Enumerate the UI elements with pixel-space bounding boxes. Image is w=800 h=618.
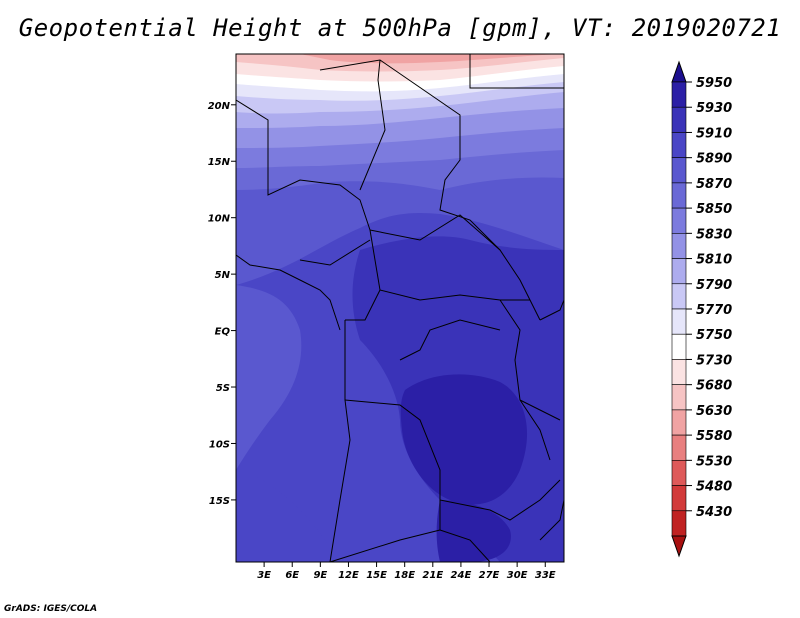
colorbar-level-label: 5580 bbox=[696, 429, 732, 444]
colorbar-level-label: 5680 bbox=[696, 379, 732, 394]
x-tick-label: 24E bbox=[451, 570, 472, 581]
colorbar-swatches bbox=[671, 60, 687, 558]
colorbar-level-label: 5810 bbox=[696, 253, 732, 268]
colorbar-swatch bbox=[671, 81, 687, 108]
colorbar-level-label: 5770 bbox=[696, 303, 732, 318]
y-tick-label: 15S bbox=[209, 496, 230, 507]
map-frame bbox=[235, 53, 565, 563]
colorbar-level-label: 5430 bbox=[696, 505, 732, 520]
colorbar-level-label: 5630 bbox=[696, 404, 732, 419]
colorbar-labels: 5950 5930 5910 5890 5870 5850 5830 5810 5790 5770… bbox=[686, 76, 732, 520]
x-tick-label: 9E bbox=[313, 570, 327, 581]
y-tick-label: 5S bbox=[216, 383, 230, 394]
y-tick-label: 15N bbox=[208, 157, 231, 168]
colorbar-level-label: 5830 bbox=[696, 227, 732, 242]
x-tick-label: 27E bbox=[479, 570, 500, 581]
colorbar-swatch bbox=[671, 384, 687, 411]
core-5930-congo bbox=[400, 374, 528, 505]
colorbar-level-label: 5530 bbox=[696, 454, 732, 469]
colorbar-swatch bbox=[671, 182, 687, 209]
colorbar-swatch bbox=[671, 308, 687, 335]
x-tick-label: 30E bbox=[507, 570, 528, 581]
colorbar-swatch bbox=[671, 434, 687, 461]
x-tick-label: 6E bbox=[285, 570, 299, 581]
x-tick-label: 3E bbox=[257, 570, 271, 581]
core-5930-sw bbox=[436, 500, 511, 562]
colorbar-swatch bbox=[671, 233, 687, 259]
colorbar-swatch bbox=[671, 485, 687, 512]
y-tick-label: 10S bbox=[209, 439, 230, 450]
x-tick-label: 21E bbox=[422, 570, 443, 581]
y-axis-ticks: 20N 15N 10N 5N EQ 5S 10S 15S bbox=[208, 101, 236, 507]
colorbar-swatch bbox=[671, 409, 687, 436]
colorbar-level-label: 5890 bbox=[696, 152, 732, 167]
y-tick-label: 10N bbox=[208, 214, 231, 225]
x-tick-label: 18E bbox=[394, 570, 415, 581]
colorbar-swatch bbox=[671, 283, 687, 310]
colorbar-swatch bbox=[671, 460, 687, 486]
y-tick-label: 20N bbox=[208, 101, 231, 112]
x-tick-label: 33E bbox=[535, 570, 556, 581]
band-5580 bbox=[300, 54, 560, 64]
colorbar-swatch bbox=[671, 333, 687, 360]
plot-title: Geopotential Height at 500hPa [gpm], VT:… bbox=[18, 14, 782, 42]
colorbar-swatch bbox=[671, 207, 687, 234]
colorbar-level-label: 5910 bbox=[696, 126, 732, 141]
band-west-5870 bbox=[236, 285, 302, 470]
colorbar-swatch bbox=[671, 157, 687, 184]
colorbar-swatch bbox=[671, 106, 687, 133]
colorbar-swatch bbox=[671, 132, 687, 158]
colorbar-level-label: 5870 bbox=[696, 177, 732, 192]
colorbar-level-label: 5730 bbox=[696, 353, 732, 368]
colorbar-level-label: 5480 bbox=[696, 480, 732, 495]
colorbar-swatch bbox=[671, 510, 687, 537]
y-tick-label: EQ bbox=[215, 327, 231, 338]
colorbar-level-label: 5790 bbox=[696, 278, 732, 293]
y-tick-label: 5N bbox=[215, 270, 231, 281]
x-tick-label: 15E bbox=[366, 570, 387, 581]
x-axis-ticks: 3E 6E 9E 12E 15E 18E 21E 24E 27E 30E 33E bbox=[257, 562, 556, 581]
colorbar-bottom-arrow bbox=[671, 535, 687, 558]
colorbar-level-label: 5950 bbox=[696, 76, 732, 91]
field-se-5890 bbox=[236, 470, 340, 562]
colorbar-swatch bbox=[671, 258, 687, 285]
colorbar-level-label: 5850 bbox=[696, 202, 732, 217]
colorbar-level-label: 5930 bbox=[696, 101, 732, 116]
colorbar-top-arrow bbox=[671, 60, 687, 83]
colorbar-level-label: 5750 bbox=[696, 328, 732, 343]
colorbar-swatch bbox=[671, 359, 687, 385]
x-tick-label: 12E bbox=[338, 570, 359, 581]
credit-label: GrADS: IGES/COLA bbox=[4, 604, 98, 614]
boundaries bbox=[236, 54, 564, 562]
